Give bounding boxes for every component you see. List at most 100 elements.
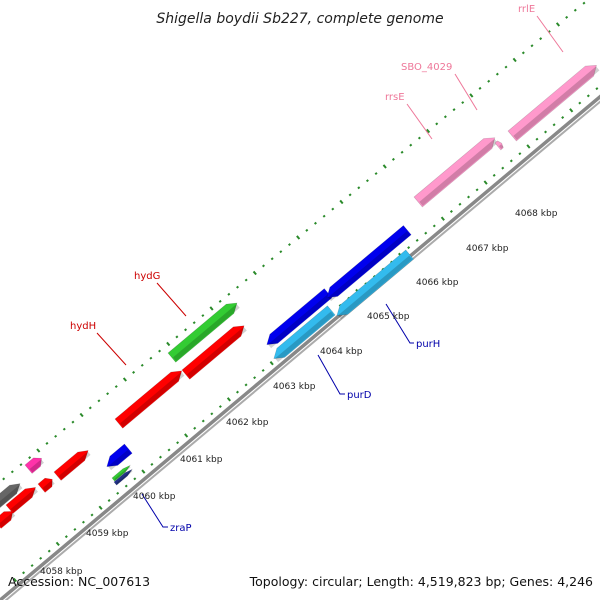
- tick-mark: [452, 108, 456, 112]
- tick-mark: [192, 321, 196, 325]
- map-title: Shigella boydii Sb227, complete genome: [156, 11, 443, 27]
- tick-mark: [578, 101, 582, 105]
- label-lines: [96, 15, 564, 528]
- tick-mark: [569, 108, 574, 113]
- gene-arrow-red: [53, 450, 91, 481]
- gene-label-sbo_4029: SBO_4029: [401, 62, 452, 73]
- tick-mark: [467, 195, 471, 199]
- gene-label-rrse: rrsE: [385, 92, 405, 103]
- tick-mark: [176, 441, 180, 445]
- gene-label-purd: purD: [347, 390, 372, 401]
- tick-mark: [478, 86, 482, 90]
- tick-mark: [158, 349, 162, 353]
- tick-mark: [210, 412, 214, 416]
- kbp-label: 4067 kbp: [466, 244, 509, 254]
- tick-mark: [262, 264, 265, 268]
- tick-mark: [244, 278, 248, 282]
- tick-mark: [487, 79, 491, 83]
- gene-labels: hydG hydH purH purD zraP rrsE SBO_4029 rrlE: [70, 4, 535, 534]
- tick-mark: [209, 306, 214, 311]
- tick-mark: [122, 377, 127, 382]
- tick-mark: [54, 434, 58, 438]
- tick-mark: [526, 144, 531, 149]
- tick-mark: [495, 72, 499, 76]
- tick-mark: [535, 137, 539, 141]
- kbp-label: 4058 kbp: [40, 567, 83, 577]
- tick-mark: [279, 250, 283, 254]
- tick-mark: [184, 328, 188, 332]
- tick-mark: [114, 385, 118, 389]
- tick-mark: [595, 87, 599, 91]
- tick-mark: [39, 556, 43, 560]
- tick-mark: [149, 356, 153, 360]
- tick-mark: [435, 122, 439, 126]
- tick-mark: [426, 128, 431, 134]
- tick-mark: [530, 44, 534, 48]
- tick-mark: [417, 136, 421, 140]
- tick-mark: [184, 433, 189, 438]
- tick-mark: [28, 456, 32, 460]
- gene-label-rrle: rrlE: [518, 4, 535, 15]
- gene-arrow-red: [37, 477, 55, 493]
- gene-arrow-hydG: [167, 302, 240, 363]
- tick-mark: [582, 1, 586, 5]
- tick-mark: [218, 405, 222, 409]
- gene-arrow-SBO_4029: [494, 140, 504, 151]
- gene-arrow-blue: [106, 443, 133, 471]
- tick-mark: [287, 243, 291, 247]
- gene-arrow-magenta: [24, 457, 44, 474]
- tick-mark: [512, 57, 517, 63]
- tick-mark: [227, 292, 231, 296]
- tick-mark: [106, 392, 110, 396]
- tick-mark: [236, 390, 239, 394]
- tick-mark: [22, 571, 26, 575]
- gene-arrow-purD: [273, 305, 336, 363]
- tick-mark: [521, 51, 525, 55]
- tick-mark: [236, 285, 240, 289]
- tick-mark: [407, 246, 411, 250]
- kbp-label: 4059 kbp: [86, 529, 129, 539]
- tick-mark: [458, 202, 462, 206]
- tick-mark: [12, 577, 18, 583]
- gene-arrow-red: [181, 325, 247, 380]
- tick-mark: [150, 462, 154, 466]
- tick-mark: [518, 152, 522, 156]
- tick-mark: [226, 397, 231, 402]
- tick-mark: [475, 188, 479, 192]
- tick-mark: [539, 37, 543, 41]
- tick-mark: [544, 130, 548, 134]
- tick-mark: [81, 520, 85, 524]
- tick-mark: [374, 172, 378, 176]
- tick-mark: [424, 231, 428, 235]
- tick-mark: [565, 15, 569, 19]
- gene-arrow-rrlE: [507, 64, 600, 142]
- tick-mark: [400, 150, 404, 154]
- kbp-label: 4060 kbp: [133, 492, 176, 502]
- tick-mark: [305, 228, 309, 232]
- tick-mark: [45, 441, 49, 445]
- tick-mark: [382, 164, 387, 169]
- genome-summary-text: Topology: circular; Length: 4,519,823 bp…: [249, 574, 593, 589]
- tick-mark: [71, 420, 75, 424]
- tick-mark: [2, 477, 6, 481]
- tick-mark: [79, 412, 84, 418]
- gene-arrow-red: [5, 486, 38, 514]
- kbp-label: 4061 kbp: [180, 455, 223, 465]
- tick-mark: [158, 455, 162, 459]
- tick-mark: [449, 209, 453, 213]
- tick-mark: [116, 491, 120, 495]
- tick-mark: [432, 224, 436, 228]
- tick-mark: [501, 166, 505, 170]
- tick-mark: [391, 157, 395, 161]
- gene-features: [0, 64, 600, 529]
- tick-mark: [140, 363, 144, 367]
- tick-mark: [483, 180, 488, 185]
- kbp-label: 4068 kbp: [515, 209, 558, 219]
- tick-mark: [244, 383, 248, 387]
- tick-mark: [201, 419, 205, 423]
- kbp-label: 4063 kbp: [273, 382, 316, 392]
- gene-arrow-hydH: [114, 370, 185, 429]
- tick-mark: [132, 370, 136, 374]
- tick-mark: [36, 448, 41, 453]
- position-labels: 4058 kbp 4059 kbp 4060 kbp 4061 kbp 4062 kbp…: [40, 209, 558, 577]
